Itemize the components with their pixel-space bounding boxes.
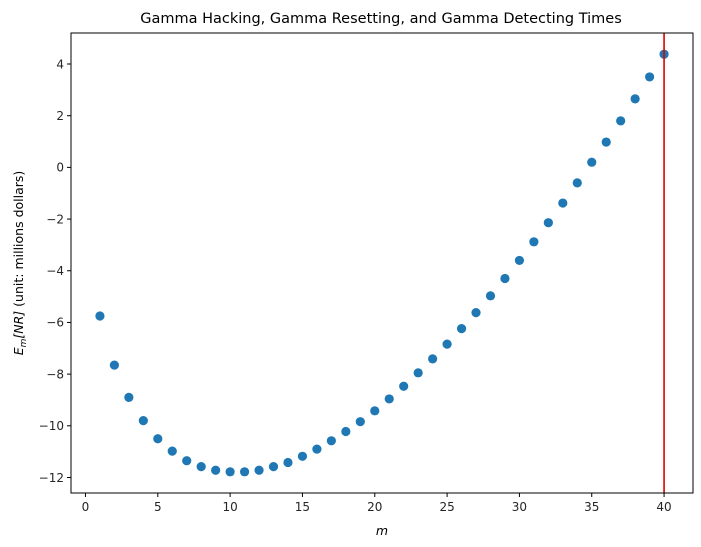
data-point: [370, 406, 380, 416]
data-point: [355, 417, 365, 427]
data-point: [109, 360, 119, 370]
x-tick-label: 40: [656, 500, 671, 514]
chart-title: Gamma Hacking, Gamma Resetting, and Gamm…: [140, 11, 622, 27]
data-point: [630, 94, 640, 104]
data-point: [326, 436, 336, 446]
data-point: [124, 392, 134, 402]
y-tick-label: −8: [46, 367, 64, 381]
y-tick-label: 4: [56, 57, 64, 71]
data-point: [167, 446, 177, 456]
x-tick-label: 30: [512, 500, 527, 514]
y-tick-label: 0: [56, 161, 64, 175]
data-point: [500, 273, 510, 284]
data-point: [211, 465, 221, 475]
data-point: [645, 72, 655, 82]
data-point: [529, 237, 539, 247]
x-axis: 0 5 10 15 20 25 30 35 40: [82, 493, 672, 514]
y-axis: −12 −10 −8 −6 −4 −2 0 2 4: [39, 57, 71, 485]
data-point: [616, 116, 626, 126]
data-point: [283, 457, 293, 468]
data-point: [182, 456, 192, 466]
data-point: [514, 255, 525, 266]
y-axis-label-unit: (unit: millions dollars): [11, 171, 26, 311]
data-point: [572, 178, 582, 188]
data-point: [384, 394, 394, 404]
x-tick-label: 0: [82, 500, 90, 514]
data-point: [138, 416, 148, 426]
data-point: [341, 426, 351, 437]
y-tick-label: −2: [46, 212, 64, 226]
data-point: [399, 381, 409, 391]
data-point: [254, 465, 264, 475]
x-tick-label: 20: [367, 500, 382, 514]
y-tick-label: −4: [46, 264, 64, 278]
data-point: [268, 462, 279, 472]
plot-area: [95, 33, 669, 493]
data-point: [471, 308, 481, 318]
data-point: [485, 291, 496, 301]
y-tick-label: −6: [46, 316, 64, 330]
axes-frame: [70, 32, 694, 494]
y-axis-label-subscript: m: [19, 338, 29, 347]
x-tick-label: 15: [295, 500, 310, 514]
data-point: [442, 339, 452, 349]
x-tick-label: 25: [439, 500, 454, 514]
y-tick-label: −12: [39, 471, 64, 485]
data-point: [587, 157, 597, 167]
x-tick-label: 35: [584, 500, 599, 514]
data-point: [456, 324, 467, 334]
data-point: [558, 198, 568, 208]
data-point: [543, 218, 553, 228]
y-tick-label: −10: [39, 419, 64, 433]
x-tick-label: 10: [222, 500, 237, 514]
data-point: [297, 451, 308, 461]
data-point: [196, 462, 206, 472]
y-axis-label-e: E: [11, 347, 26, 355]
data-point: [428, 354, 438, 364]
data-point: [312, 444, 322, 454]
x-tick-label: 5: [154, 500, 162, 514]
data-point: [225, 467, 235, 477]
y-tick-label: 2: [56, 109, 64, 123]
x-axis-label: m: [376, 523, 388, 538]
y-axis-label-bracket: [NR]: [11, 311, 26, 339]
data-point: [153, 434, 163, 444]
data-point: [239, 467, 250, 477]
data-point: [601, 137, 611, 147]
y-axis-label: Em[NR] (unit: millions dollars): [11, 171, 29, 356]
data-point: [413, 368, 423, 378]
data-point: [95, 311, 105, 321]
